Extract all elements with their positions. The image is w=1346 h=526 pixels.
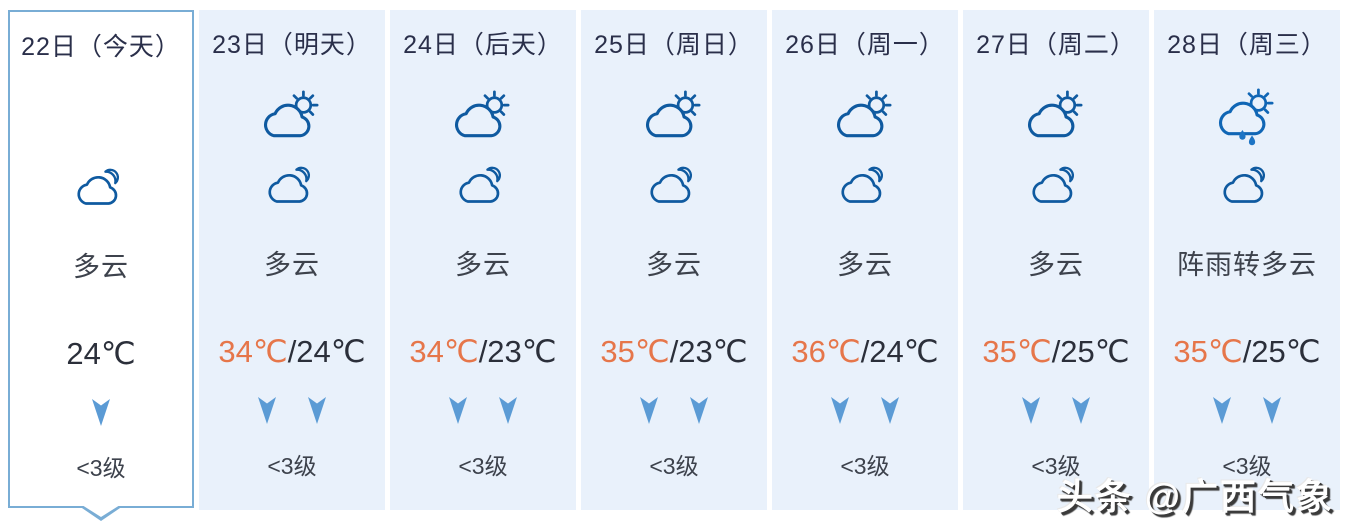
wind-arrow-icon bbox=[831, 397, 849, 424]
forecast-row: 22日（今天） 多云 24℃ <3级 23日（明天） 多云 34℃/2 bbox=[8, 10, 1340, 510]
temp-high: 35℃ bbox=[1173, 334, 1243, 369]
wind-arrows bbox=[963, 394, 1149, 428]
cloud-moon-icon bbox=[458, 166, 501, 203]
forecast-day-card[interactable]: 26日（周一） 多云 36℃/24℃ <3级 bbox=[772, 10, 958, 510]
wind-arrows bbox=[772, 394, 958, 428]
wind-arrow-icon bbox=[449, 397, 467, 424]
wind-arrow-icon bbox=[1213, 397, 1231, 424]
weather-desc: 多云 bbox=[837, 249, 893, 280]
date-label: 24日（后天） bbox=[403, 31, 563, 59]
temp-rest: /24℃ bbox=[287, 334, 366, 369]
night-icon-slot bbox=[390, 156, 576, 214]
wind-arrows bbox=[1154, 394, 1340, 428]
wind-arrow-icon bbox=[499, 397, 517, 424]
cloud-sun-icon bbox=[264, 89, 319, 137]
day-icon-slot bbox=[390, 76, 576, 156]
temp-high: 35℃ bbox=[600, 334, 670, 369]
wind-level: <3级 bbox=[649, 453, 699, 479]
temp-rest: /23℃ bbox=[669, 334, 748, 369]
wind-arrow-icon bbox=[640, 397, 658, 424]
night-icon-slot bbox=[1154, 156, 1340, 214]
wind-arrow-icon bbox=[92, 399, 110, 426]
temp-rest: /24℃ bbox=[860, 334, 939, 369]
day-icon-slot bbox=[581, 76, 767, 156]
cloud-moon-icon bbox=[840, 166, 883, 203]
wind-arrows bbox=[10, 396, 192, 430]
cloud-moon-icon bbox=[76, 168, 119, 205]
cloud-sun-icon bbox=[455, 89, 510, 137]
temp-high: 34℃ bbox=[409, 334, 479, 369]
temperature: 24℃ bbox=[10, 312, 192, 396]
night-icon-slot bbox=[963, 156, 1149, 214]
cloud-sun-icon bbox=[1028, 89, 1083, 137]
temperature: 36℃/24℃ bbox=[772, 310, 958, 394]
cloud-moon-icon bbox=[267, 166, 310, 203]
wind-level: <3级 bbox=[1222, 453, 1272, 479]
date-label: 27日（周二） bbox=[976, 31, 1136, 59]
temperature: 34℃/24℃ bbox=[199, 310, 385, 394]
night-icon-slot bbox=[772, 156, 958, 214]
temp-rest: 24℃ bbox=[66, 336, 136, 371]
cloud-sun-rain-icon bbox=[1218, 88, 1274, 146]
wind-level: <3级 bbox=[840, 453, 890, 479]
wind-level: <3级 bbox=[1031, 453, 1081, 479]
temperature: 35℃/23℃ bbox=[581, 310, 767, 394]
temp-rest: /23℃ bbox=[478, 334, 557, 369]
date-label: 28日（周三） bbox=[1167, 31, 1327, 59]
temp-rest: /25℃ bbox=[1242, 334, 1321, 369]
day-icon-slot bbox=[199, 76, 385, 156]
day-icon-slot bbox=[10, 78, 192, 158]
wind-level: <3级 bbox=[76, 455, 126, 481]
weather-desc: 阵雨转多云 bbox=[1177, 249, 1317, 280]
cloud-sun-icon bbox=[646, 89, 701, 137]
temperature: 34℃/23℃ bbox=[390, 310, 576, 394]
temperature: 35℃/25℃ bbox=[1154, 310, 1340, 394]
wind-arrow-icon bbox=[881, 397, 899, 424]
forecast-day-card[interactable]: 23日（明天） 多云 34℃/24℃ <3级 bbox=[199, 10, 385, 510]
date-label: 22日（今天） bbox=[21, 33, 181, 61]
wind-level: <3级 bbox=[458, 453, 508, 479]
wind-arrow-icon bbox=[258, 397, 276, 424]
temperature: 35℃/25℃ bbox=[963, 310, 1149, 394]
day-icon-slot bbox=[1154, 76, 1340, 156]
temp-high: 35℃ bbox=[982, 334, 1052, 369]
weather-desc: 多云 bbox=[264, 249, 320, 280]
weather-desc: 多云 bbox=[73, 251, 129, 282]
day-icon-slot bbox=[772, 76, 958, 156]
date-label: 23日（明天） bbox=[212, 31, 372, 59]
temp-high: 36℃ bbox=[791, 334, 861, 369]
wind-arrow-icon bbox=[690, 397, 708, 424]
temp-rest: /25℃ bbox=[1051, 334, 1130, 369]
night-icon-slot bbox=[199, 156, 385, 214]
forecast-day-card[interactable]: 28日（周三） 阵雨转多云 35℃/25℃ <3级 bbox=[1154, 10, 1340, 510]
cloud-moon-icon bbox=[1222, 166, 1265, 203]
day-icon-slot bbox=[963, 76, 1149, 156]
wind-arrows bbox=[199, 394, 385, 428]
weather-desc: 多云 bbox=[1028, 249, 1084, 280]
wind-level: <3级 bbox=[267, 453, 317, 479]
forecast-day-card[interactable]: 24日（后天） 多云 34℃/23℃ <3级 bbox=[390, 10, 576, 510]
wind-arrow-icon bbox=[1022, 397, 1040, 424]
cloud-moon-icon bbox=[649, 166, 692, 203]
wind-arrow-icon bbox=[1072, 397, 1090, 424]
forecast-day-card[interactable]: 22日（今天） 多云 24℃ <3级 bbox=[8, 10, 194, 508]
watermark: 头条 @广西气象 bbox=[1056, 476, 1334, 517]
date-label: 25日（周日） bbox=[594, 31, 754, 59]
date-label: 26日（周一） bbox=[785, 31, 945, 59]
night-icon-slot bbox=[10, 158, 192, 216]
weather-desc: 多云 bbox=[455, 249, 511, 280]
wind-arrows bbox=[581, 394, 767, 428]
cloud-sun-icon bbox=[837, 89, 892, 137]
forecast-day-card[interactable]: 27日（周二） 多云 35℃/25℃ <3级 bbox=[963, 10, 1149, 510]
forecast-day-card[interactable]: 25日（周日） 多云 35℃/23℃ <3级 bbox=[581, 10, 767, 510]
wind-arrows bbox=[390, 394, 576, 428]
wind-arrow-icon bbox=[1263, 397, 1281, 424]
wind-arrow-icon bbox=[308, 397, 326, 424]
weather-desc: 多云 bbox=[646, 249, 702, 280]
cloud-moon-icon bbox=[1031, 166, 1074, 203]
temp-high: 34℃ bbox=[218, 334, 288, 369]
night-icon-slot bbox=[581, 156, 767, 214]
